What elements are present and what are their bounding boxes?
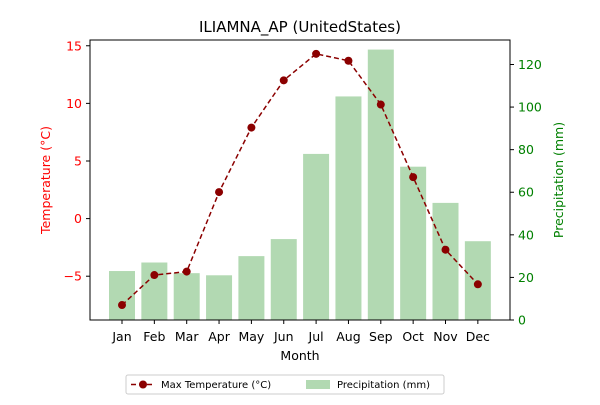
y-right-tick-label: 40 bbox=[518, 227, 534, 242]
temperature-point bbox=[312, 49, 321, 58]
legend: Max Temperature (°C) Precipitation (mm) bbox=[125, 374, 445, 395]
x-tick-label: Aug bbox=[336, 329, 360, 344]
temperature-point bbox=[409, 173, 418, 182]
y-axis-label-right: Precipitation (mm) bbox=[551, 122, 566, 238]
x-tick-label: Apr bbox=[208, 329, 230, 344]
x-tick-label: Feb bbox=[143, 329, 165, 344]
x-axis-label: Month bbox=[280, 348, 319, 363]
precip-bar bbox=[173, 273, 200, 320]
precip-bar bbox=[303, 153, 330, 320]
y-right-tick-label: 80 bbox=[518, 142, 534, 157]
x-tick-label: Oct bbox=[402, 329, 424, 344]
temperature-point bbox=[344, 56, 353, 65]
y-right-tick-label: 20 bbox=[518, 270, 534, 285]
x-tick-label: Sep bbox=[369, 329, 393, 344]
x-tick-label: Jan bbox=[111, 329, 131, 344]
bars-layer bbox=[109, 49, 491, 320]
y-left-tick-label: −5 bbox=[64, 269, 82, 284]
precip-bar bbox=[400, 166, 427, 320]
temperature-point bbox=[247, 123, 256, 132]
precip-bar bbox=[367, 49, 394, 320]
y-left-tick-label: 15 bbox=[66, 38, 82, 53]
legend-label-precipitation: Precipitation (mm) bbox=[337, 380, 430, 391]
temperature-point bbox=[215, 188, 224, 197]
y-right-tick-label: 100 bbox=[518, 100, 542, 115]
legend-frame bbox=[125, 374, 445, 395]
y-axis-left: −5 0 5 10 15 bbox=[64, 38, 90, 284]
precip-bar bbox=[109, 271, 135, 320]
temperature-point bbox=[473, 280, 482, 289]
temperature-point bbox=[279, 76, 288, 85]
x-tick-label: Dec bbox=[466, 329, 490, 344]
x-axis: Jan Feb Mar Apr May Jun Jul Aug Sep Oct Nov Dec bbox=[111, 320, 490, 344]
x-tick-label: Mar bbox=[175, 329, 199, 344]
temperature-point bbox=[118, 301, 126, 310]
y-left-tick-label: 10 bbox=[66, 96, 82, 111]
y-left-tick-label: 0 bbox=[74, 211, 82, 226]
precip-bar bbox=[238, 256, 265, 320]
x-tick-label: Jul bbox=[308, 329, 324, 344]
temperature-point bbox=[182, 267, 191, 276]
y-left-tick-label: 5 bbox=[74, 153, 82, 168]
x-tick-label: Nov bbox=[433, 329, 458, 344]
precip-bar bbox=[432, 202, 459, 320]
x-tick-label: May bbox=[238, 329, 264, 344]
x-tick-label: Jun bbox=[273, 329, 294, 344]
legend-bar-swatch bbox=[306, 380, 330, 389]
precip-bar bbox=[270, 239, 297, 320]
temperature-point bbox=[376, 100, 385, 109]
y-right-tick-label: 0 bbox=[518, 313, 526, 328]
y-axis-label-left: Temperature (°C) bbox=[38, 126, 53, 235]
y-axis-right: 0 20 40 60 80 100 120 bbox=[510, 57, 542, 328]
y-right-tick-label: 120 bbox=[518, 57, 542, 72]
precip-bar bbox=[206, 275, 233, 320]
precip-bar bbox=[335, 96, 362, 320]
line-layer bbox=[118, 49, 482, 310]
legend-line-marker bbox=[139, 380, 147, 389]
temperature-line bbox=[121, 53, 479, 306]
y-right-tick-label: 60 bbox=[518, 185, 534, 200]
chart-title: ILIAMNA_AP (UnitedStates) bbox=[199, 18, 401, 37]
temperature-point bbox=[150, 271, 159, 280]
plot-frame bbox=[89, 39, 511, 321]
legend-label-temperature: Max Temperature (°C) bbox=[161, 380, 271, 391]
temperature-point bbox=[441, 245, 450, 254]
